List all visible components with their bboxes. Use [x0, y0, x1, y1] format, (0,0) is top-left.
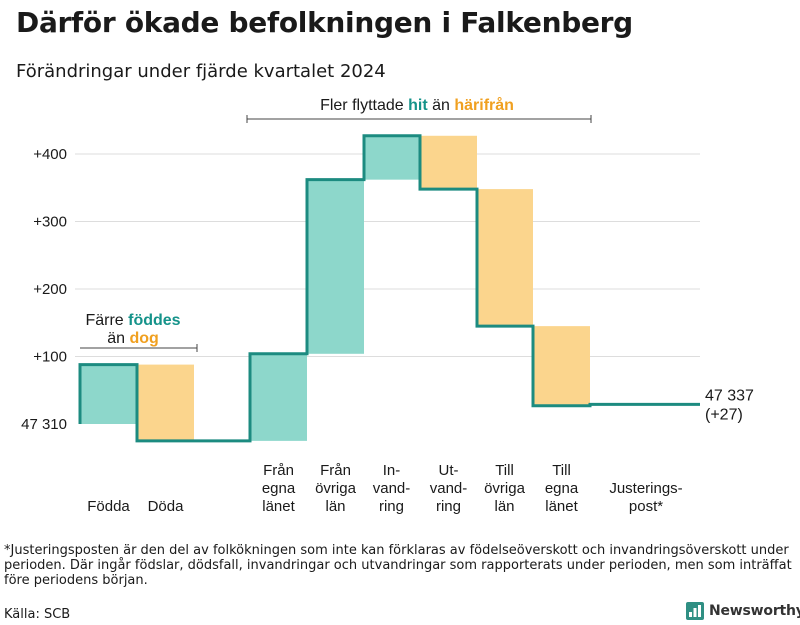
- category-label: vand-: [373, 480, 411, 497]
- y-tick-label: +400: [33, 146, 67, 163]
- category-label: egna: [262, 480, 296, 497]
- category-label: län: [494, 498, 514, 515]
- top-annotation-part: än: [428, 97, 455, 114]
- bar: [476, 189, 533, 327]
- left-annotation-part: föddes: [128, 312, 181, 329]
- left-annotation-part: än: [107, 330, 129, 347]
- bar: [533, 326, 590, 406]
- top-annotation-part: Fler flyttade: [320, 97, 408, 114]
- category-label: övriga: [484, 480, 526, 497]
- category-label: län: [325, 498, 345, 515]
- left-annotation-line2: än dog: [107, 330, 159, 347]
- bar-chart-logo-icon: [686, 602, 704, 620]
- category-label: ring: [379, 498, 404, 515]
- base-value-label: 47 310: [21, 416, 67, 433]
- y-tick-label: +200: [33, 281, 67, 298]
- left-annotation-part: Färre: [85, 312, 128, 329]
- y-tick-label: +300: [33, 214, 67, 231]
- bar: [307, 179, 364, 354]
- category-label: Från: [320, 462, 351, 479]
- bar: [80, 364, 137, 424]
- top-annotation-part: härifrån: [454, 96, 514, 114]
- end-change-label: (+27): [705, 406, 743, 423]
- category-label: Ut-: [439, 462, 459, 479]
- bar: [420, 135, 477, 190]
- waterfall-chart: +100 +200 +300 +400 47 310 47 337 (+27) Födda Dö…: [21, 96, 754, 515]
- end-value-label: 47 337: [705, 387, 754, 404]
- category-label: vand-: [430, 480, 468, 497]
- population-step-line: [78, 134, 700, 443]
- bar: [137, 364, 194, 441]
- category-label: länet: [262, 498, 295, 515]
- left-annotation-part: dog: [129, 330, 158, 347]
- category-label: övriga: [315, 480, 357, 497]
- category-label: Från: [263, 462, 294, 479]
- chart-subtitle: Förändringar under fjärde kvartalet 2024: [16, 61, 386, 82]
- category-label: ring: [436, 498, 461, 515]
- bar: [250, 353, 307, 441]
- bar: [363, 135, 420, 180]
- brand-name: Newsworthy: [709, 603, 800, 619]
- chart-title: Därför ökade befolkningen i Falkenberg: [16, 6, 633, 39]
- category-label: In-: [383, 462, 401, 479]
- category-label: Till: [495, 462, 514, 479]
- category-label: Till: [552, 462, 571, 479]
- category-label: Justerings-: [609, 480, 682, 497]
- brand-logo: Newsworthy: [686, 602, 800, 620]
- y-tick-label: +100: [33, 349, 67, 366]
- left-annotation-line1: Färre föddes: [85, 312, 180, 329]
- footnote: *Justeringsposten är den del av folkökni…: [4, 543, 792, 588]
- top-annotation: Fler flyttade hit än härifrån: [320, 96, 514, 114]
- category-label: Döda: [148, 498, 185, 515]
- source-label: Källa: SCB: [4, 607, 71, 622]
- category-label: Födda: [87, 498, 130, 515]
- top-annotation-part: hit: [408, 97, 428, 114]
- category-label: egna: [545, 480, 579, 497]
- category-label: post*: [629, 498, 663, 515]
- category-label: länet: [545, 498, 578, 515]
